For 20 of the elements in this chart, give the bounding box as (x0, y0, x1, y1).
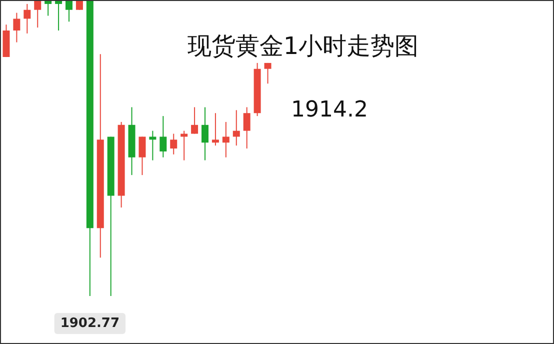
candlestick (243, 106, 250, 149)
text: 1902.77 (60, 316, 120, 331)
candlestick (55, 1, 62, 31)
candlestick (191, 106, 198, 134)
candlestick (264, 62, 272, 84)
candlestick (170, 133, 178, 155)
text: 1914.2 (291, 98, 368, 122)
candlestick (34, 1, 42, 28)
candlestick (66, 1, 72, 22)
candlestick (212, 112, 219, 146)
candlestick (44, 1, 52, 16)
text: 现货黄金1小时走势图 (187, 32, 419, 60)
candlestick (24, 3, 31, 34)
candlestick (202, 106, 208, 161)
candlestick (160, 116, 167, 158)
candlestick (232, 110, 240, 146)
candlestick (138, 136, 146, 176)
candlestick (222, 121, 230, 158)
candlestick (149, 130, 156, 161)
candlestick (13, 12, 20, 43)
